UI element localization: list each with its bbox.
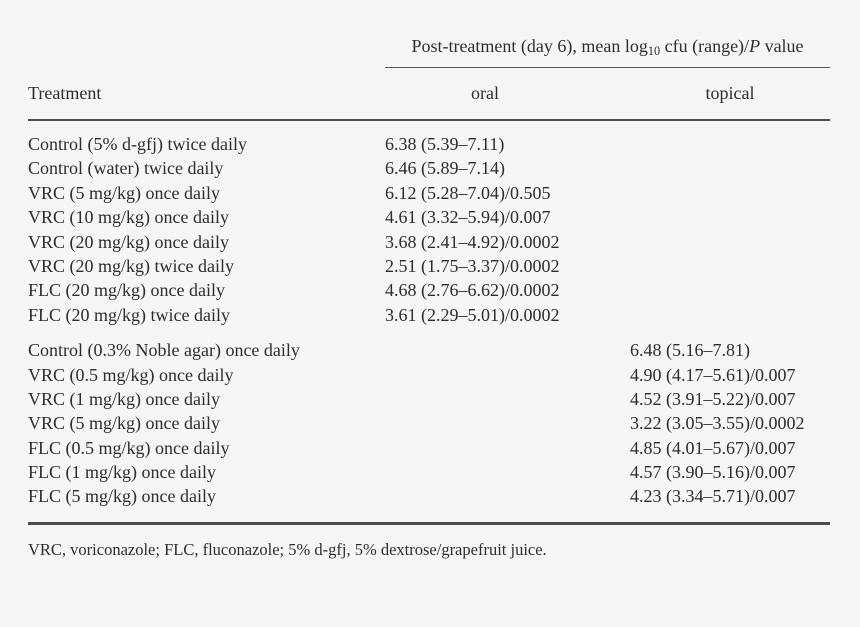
oral-value-cell <box>385 411 630 435</box>
treatment-cell: VRC (20 mg/kg) twice daily <box>28 255 234 276</box>
topical-value-cell: 4.23 (3.34–5.71)/0.007 <box>630 486 796 507</box>
topical-value-cell: 4.85 (4.01–5.67)/0.007 <box>630 437 796 458</box>
block-separator <box>28 327 830 338</box>
topical-value-cell <box>630 205 830 229</box>
treatment-cell: VRC (20 mg/kg) once daily <box>28 231 229 252</box>
topical-value-cell: 4.52 (3.91–5.22)/0.007 <box>630 388 796 409</box>
spanning-header-text: Post-treatment (day 6), mean log <box>411 36 648 56</box>
table-row: VRC (20 mg/kg) once daily 3.68 (2.41–4.9… <box>28 230 830 254</box>
table-row: Control (5% d-gfj) twice daily 6.38 (5.3… <box>28 132 830 156</box>
treatment-cell: FLC (20 mg/kg) twice daily <box>28 304 230 325</box>
oral-value-cell <box>385 387 630 411</box>
table-row: VRC (5 mg/kg) once daily 3.22 (3.05–3.55… <box>28 411 830 435</box>
table-row: FLC (20 mg/kg) once daily 4.68 (2.76–6.6… <box>28 278 830 302</box>
topical-value-cell <box>630 254 830 278</box>
column-header-treatment: Treatment <box>28 83 102 103</box>
spanning-header-text: value <box>760 36 804 56</box>
treatment-cell: FLC (5 mg/kg) once daily <box>28 486 216 507</box>
table-row: FLC (1 mg/kg) once daily 4.57 (3.90–5.16… <box>28 460 830 484</box>
treatment-cell: Control (0.3% Noble agar) once daily <box>28 340 300 361</box>
table-row: Control (0.3% Noble agar) once daily 6.4… <box>28 338 830 362</box>
table-row: VRC (1 mg/kg) once daily 4.52 (3.91–5.22… <box>28 387 830 411</box>
topical-value-cell <box>630 132 830 156</box>
table-row: Control (water) twice daily 6.46 (5.89–7… <box>28 156 830 180</box>
treatment-cell: VRC (10 mg/kg) once daily <box>28 207 229 228</box>
bottom-rule <box>28 521 830 525</box>
treatment-cell: VRC (5 mg/kg) once daily <box>28 182 220 203</box>
column-header-row: Treatment oral topical <box>28 68 830 119</box>
treatment-cell: FLC (20 mg/kg) once daily <box>28 280 225 301</box>
oral-value-cell: 6.12 (5.28–7.04)/0.505 <box>385 182 551 203</box>
oral-value-cell: 3.61 (2.29–5.01)/0.0002 <box>385 304 560 325</box>
topical-value-cell <box>630 230 830 254</box>
oral-value-cell <box>385 338 630 362</box>
topical-value-cell <box>630 278 830 302</box>
table-row: FLC (0.5 mg/kg) once daily 4.85 (4.01–5.… <box>28 436 830 460</box>
oral-value-cell <box>385 363 630 387</box>
oral-value-cell <box>385 484 630 508</box>
table-row: FLC (5 mg/kg) once daily 4.23 (3.34–5.71… <box>28 484 830 508</box>
table-row: VRC (0.5 mg/kg) once daily 4.90 (4.17–5.… <box>28 363 830 387</box>
topical-value-cell <box>630 156 830 180</box>
table-row: VRC (20 mg/kg) twice daily 2.51 (1.75–3.… <box>28 254 830 278</box>
treatment-cell: FLC (0.5 mg/kg) once daily <box>28 437 230 458</box>
log-subscript: 10 <box>647 44 661 59</box>
column-header-oral: oral <box>471 83 499 103</box>
treatment-cell: Control (water) twice daily <box>28 158 224 179</box>
p-value-italic: P <box>749 36 761 56</box>
topical-value-cell <box>630 181 830 205</box>
oral-value-cell <box>385 460 630 484</box>
treatment-cell: Control (5% d-gfj) twice daily <box>28 134 247 154</box>
oral-value-cell: 2.51 (1.75–3.37)/0.0002 <box>385 255 560 276</box>
treatment-cell: VRC (1 mg/kg) once daily <box>28 388 220 409</box>
spanning-header-text: cfu (range)/ <box>660 36 750 56</box>
table-footnote: VRC, voriconazole; FLC, fluconazole; 5% … <box>28 539 547 559</box>
oral-value-cell: 4.61 (3.32–5.94)/0.007 <box>385 207 551 228</box>
oral-value-cell: 4.68 (2.76–6.62)/0.0002 <box>385 280 560 301</box>
treatment-cell: VRC (0.5 mg/kg) once daily <box>28 364 234 385</box>
table-row: FLC (20 mg/kg) twice daily 3.61 (2.29–5.… <box>28 303 830 327</box>
oral-value-cell: 6.46 (5.89–7.14) <box>385 158 505 179</box>
header-rule <box>28 119 830 121</box>
table-body: Control (5% d-gfj) twice daily 6.38 (5.3… <box>28 121 830 509</box>
topical-value-cell: 6.48 (5.16–7.81) <box>630 340 750 361</box>
table-row: VRC (5 mg/kg) once daily 6.12 (5.28–7.04… <box>28 181 830 205</box>
oral-value-cell <box>385 436 630 460</box>
spanning-header: Post-treatment (day 6), mean log10 cfu (… <box>385 34 830 68</box>
topical-value-cell <box>630 303 830 327</box>
table-row: VRC (10 mg/kg) once daily 4.61 (3.32–5.9… <box>28 205 830 229</box>
treatment-cell: VRC (5 mg/kg) once daily <box>28 413 220 434</box>
topical-value-cell: 3.22 (3.05–3.55)/0.0002 <box>630 413 805 434</box>
column-header-topical: topical <box>705 83 755 103</box>
spanning-header-spacer <box>28 34 385 68</box>
oral-value-cell: 3.68 (2.41–4.92)/0.0002 <box>385 231 560 252</box>
treatment-cell: FLC (1 mg/kg) once daily <box>28 462 216 483</box>
oral-value-cell: 6.38 (5.39–7.11) <box>385 134 505 154</box>
topical-value-cell: 4.90 (4.17–5.61)/0.007 <box>630 364 796 385</box>
spanning-header-row: Post-treatment (day 6), mean log10 cfu (… <box>28 34 830 68</box>
topical-value-cell: 4.57 (3.90–5.16)/0.007 <box>630 462 796 483</box>
